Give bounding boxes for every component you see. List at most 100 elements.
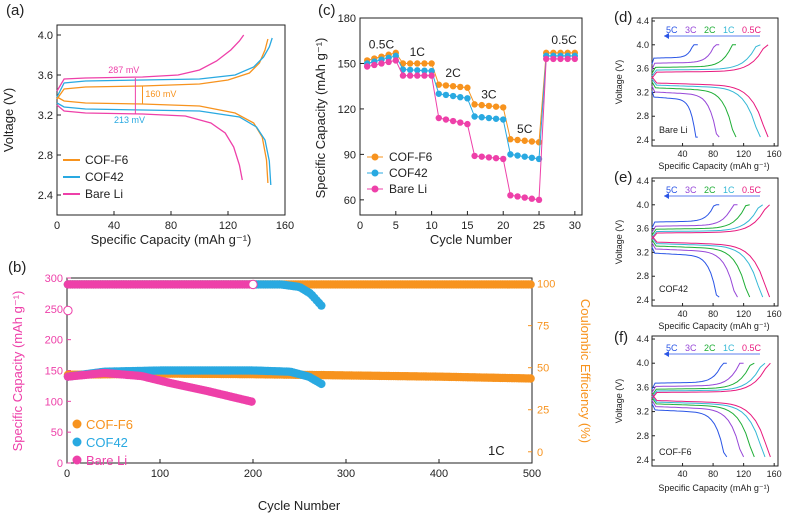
data-point (464, 95, 471, 102)
y-tick-label: 2.8 (38, 150, 53, 162)
data-point (449, 92, 457, 100)
data-point (500, 155, 507, 163)
rate-label: 2C (445, 66, 461, 80)
data-point (528, 154, 536, 161)
data-point (521, 137, 528, 144)
panel-b-annotation-1c: 1C (488, 443, 505, 458)
panel-a-ylabel: Voltage (V) (1, 88, 16, 152)
data-point (471, 113, 478, 120)
data-point (421, 72, 428, 79)
charge-curve (651, 204, 763, 238)
legend-marker (371, 153, 379, 161)
rate-label: 2C (704, 343, 716, 353)
panel-e-xlabel: Specific Capacity (mAh g⁻¹) (658, 321, 769, 331)
data-point (507, 192, 514, 199)
rate-label: 0.5C (742, 343, 762, 353)
annotation-287mv: 287 mV (108, 65, 139, 75)
rate-label: 3C (481, 87, 497, 101)
panel-c-label: (c) (318, 2, 336, 19)
panel-f-ticks: 40 80 120 160 2.4 2.8 3.2 3.6 4.0 4.4 (636, 334, 781, 479)
discharge-curve (651, 246, 720, 298)
data-point (528, 138, 536, 145)
data-point (449, 117, 457, 125)
data-point (421, 60, 428, 67)
data-point (507, 151, 514, 158)
discharge-curve (651, 403, 728, 458)
charge-curve (651, 204, 770, 240)
y-tick-label: 90 (344, 149, 356, 161)
series-line (56, 102, 272, 186)
annotation-160mv: 160 mV (145, 89, 176, 99)
data-point (435, 90, 442, 97)
y-tick-label: 3.2 (636, 87, 649, 97)
panel-c-xlabel: Cycle Number (430, 232, 513, 247)
panel-c-ylabel: Specific Capacity (mAh g⁻¹) (313, 38, 328, 199)
legend-marker (72, 455, 82, 465)
data-point (428, 67, 435, 75)
x-tick-label: 120 (219, 220, 237, 232)
y-tick-label: 2.8 (636, 271, 649, 281)
panel-b-ylabel: Specific Capacity (mAh g⁻¹) (10, 291, 25, 452)
rate-label: 0.5C (369, 37, 395, 51)
data-point (399, 72, 407, 79)
data-point (457, 119, 464, 126)
x-tick-label: 200 (244, 468, 262, 480)
legend-marker (371, 169, 379, 177)
legend-label: Bare Li (389, 182, 427, 196)
x-tick-label: 500 (523, 468, 541, 480)
data-point (435, 81, 442, 88)
data-point (317, 301, 326, 310)
data-point (371, 61, 378, 69)
legend-label: COF42 (389, 166, 428, 180)
panel-f-sample: COF-F6 (659, 447, 692, 457)
data-point (507, 136, 514, 143)
rate-label: 1C (723, 25, 735, 35)
panel-f-label: (f) (614, 329, 628, 346)
data-point (526, 280, 535, 289)
x-tick-label: 300 (337, 468, 355, 480)
y-tick-label: 250 (45, 304, 63, 316)
x-tick-label: 40 (678, 309, 688, 319)
data-point (478, 101, 485, 109)
data-point (421, 67, 428, 74)
data-point (414, 72, 421, 79)
x-tick-label: 160 (767, 469, 782, 479)
x-tick-label: 40 (678, 149, 688, 159)
panel-e-label: (e) (614, 169, 632, 186)
charge-curve (651, 362, 744, 393)
rate-label: 5C (666, 25, 678, 35)
panel-d-xlabel: Specific Capacity (mAh g⁻¹) (658, 161, 769, 171)
x-tick-label: 80 (708, 309, 718, 319)
x-tick-label: 80 (708, 149, 718, 159)
panel-f-ylabel: Voltage (V) (614, 379, 624, 424)
panel-b-series (63, 279, 535, 406)
panel-c-series (363, 49, 579, 204)
rate-label: 1C (410, 45, 426, 59)
x-tick-label: 100 (151, 468, 169, 480)
data-point (478, 114, 485, 121)
panel-d-label: (d) (614, 9, 632, 26)
panel-a-legend: COF-F6 COF42 Bare Li (63, 153, 129, 201)
data-point (449, 82, 457, 90)
panel-e-ylabel: Voltage (V) (614, 220, 624, 265)
series-line (56, 96, 269, 184)
data-point (442, 91, 450, 99)
x-tick-label: 120 (736, 309, 751, 319)
x-tick-label: 40 (108, 220, 120, 232)
data-point (492, 103, 500, 110)
y2-tick-label: 0 (537, 447, 543, 459)
data-point (428, 60, 435, 67)
x-tick-label: 20 (497, 220, 509, 232)
x-tick-label: 0 (54, 220, 60, 232)
y-tick-label: 2.8 (636, 431, 649, 441)
panel-d-sample: Bare Li (659, 125, 688, 135)
data-point (521, 153, 528, 160)
y-tick-label: 3.2 (38, 110, 53, 122)
y-tick-label: 2.4 (38, 190, 53, 202)
panel-c-ticks: 0 5 10 15 20 25 30 60 90 120 150 180 (338, 13, 581, 232)
y-tick-label: 2.4 (636, 135, 649, 145)
legend-marker (72, 437, 82, 447)
data-point (442, 116, 450, 123)
data-point (514, 136, 521, 144)
data-point (542, 55, 550, 63)
